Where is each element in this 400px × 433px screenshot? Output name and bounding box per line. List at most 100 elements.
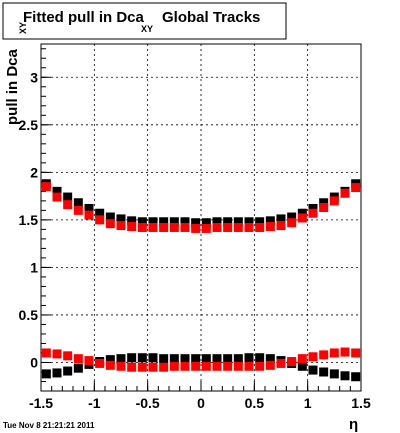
data-point-series-1: [255, 217, 265, 227]
y-tick-label: 1.5: [19, 212, 39, 228]
data-point-series-1: [105, 212, 115, 222]
data-point-series-3: [201, 354, 211, 364]
data-point-series-4: [105, 360, 115, 370]
data-point-series-1: [180, 217, 190, 227]
data-point-series-4: [244, 361, 254, 371]
x-tick-label: 1: [304, 395, 312, 411]
data-point-series-1: [148, 217, 158, 227]
data-point-series-2: [159, 222, 169, 232]
data-point-series-3: [159, 354, 169, 364]
data-point-series-2: [340, 188, 350, 198]
data-point-series-2: [41, 182, 51, 192]
data-point-series-1: [159, 217, 169, 227]
data-point-series-4: [180, 361, 190, 371]
data-point-series-3: [319, 367, 329, 377]
data-point-series-1: [319, 198, 329, 208]
data-point-series-4: [84, 356, 94, 366]
data-point-series-2: [127, 222, 137, 232]
data-point-series-1: [169, 217, 179, 227]
data-point-series-3: [329, 369, 339, 379]
data-point-series-4: [116, 361, 126, 371]
data-point-series-4: [297, 354, 307, 364]
data-point-series-3: [169, 354, 179, 364]
data-point-series-3: [63, 366, 73, 376]
data-point-series-3: [180, 354, 190, 364]
data-point-series-3: [255, 353, 265, 363]
data-point-series-2: [201, 223, 211, 233]
data-point-series-3: [340, 371, 350, 381]
data-point-series-1: [233, 217, 243, 227]
data-point-series-4: [159, 362, 169, 372]
data-point-series-2: [223, 222, 233, 232]
x-tick-label: 0: [197, 395, 205, 411]
y-tick-label: 0: [30, 354, 38, 370]
title-box: [2, 2, 287, 40]
data-point-series-4: [169, 361, 179, 371]
data-point-series-4: [351, 348, 361, 358]
x-tick-label: 1.5: [351, 395, 371, 411]
data-point-series-2: [351, 183, 361, 193]
data-point-series-2: [137, 222, 147, 232]
data-point-series-2: [276, 221, 286, 231]
data-point-series-1: [265, 216, 275, 226]
data-point-series-2: [329, 196, 339, 206]
tick-labels: -1.5 -1 -0.5 0 0.5 1 1.5 0 0.5 1 1.5 2 2.5 3: [19, 69, 371, 411]
data-point-series-4: [340, 347, 350, 357]
data-point-series-2: [287, 218, 297, 228]
x-tick-label: 0.5: [245, 395, 265, 411]
data-point-series-4: [212, 361, 222, 371]
data-point-series-4: [276, 358, 286, 368]
data-point-series-1: [244, 217, 254, 227]
data-point-series-4: [73, 354, 83, 364]
data-point-series-3: [212, 354, 222, 364]
chart-title-suffix: Global Tracks: [162, 9, 260, 26]
data-point-series-1: [297, 208, 307, 218]
x-tick-label: -1.5: [29, 395, 53, 411]
data-point-series-2: [212, 222, 222, 232]
data-point-series-1: [212, 217, 222, 227]
y-tick-label: 2.5: [19, 117, 39, 133]
chart-title-subscript: XY: [141, 24, 153, 34]
data-point-series-1: [84, 203, 94, 213]
data-point-series-4: [52, 349, 62, 359]
data-point-series-3: [265, 354, 275, 364]
data-point-series-3: [351, 372, 361, 382]
chart-title-main: Fitted pull in Dca: [23, 9, 144, 26]
data-point-series-4: [191, 361, 201, 371]
y-tick-label: 3: [30, 69, 38, 85]
data-point-series-2: [297, 213, 307, 223]
y-tick-label: 2: [30, 164, 38, 180]
data-point-series-2: [116, 221, 126, 231]
data-point-series-2: [233, 222, 243, 232]
data-point-series-1: [63, 192, 73, 202]
data-point-series-3: [127, 353, 137, 363]
data-point-series-3: [297, 361, 307, 371]
data-point-series-1: [137, 217, 147, 227]
data-point-series-3: [148, 353, 158, 363]
y-tick-label: 0.5: [19, 307, 39, 323]
data-point-series-2: [169, 222, 179, 232]
data-point-series-3: [116, 354, 126, 364]
data-point-series-1: [276, 214, 286, 224]
data-point-series-2: [191, 223, 201, 233]
data-point-series-2: [255, 222, 265, 232]
data-point-series-3: [244, 353, 254, 363]
data-point-series-2: [63, 200, 73, 210]
data-point-series-1: [191, 218, 201, 228]
data-point-series-1: [116, 214, 126, 224]
data-point-series-4: [319, 350, 329, 360]
data-point-series-4: [329, 348, 339, 358]
data-point-series-4: [223, 361, 233, 371]
data-point-series-1: [223, 217, 233, 227]
data-point-series-1: [73, 198, 83, 208]
plot-frame: [40, 43, 362, 392]
data-point-series-4: [255, 361, 265, 371]
data-point-series-4: [127, 362, 137, 372]
data-point-series-3: [41, 369, 51, 379]
data-point-series-4: [41, 348, 51, 358]
data-point-series-3: [308, 365, 318, 375]
data-point-series-2: [308, 208, 318, 218]
data-point-series-3: [105, 355, 115, 365]
data-point-series-1: [95, 208, 105, 218]
